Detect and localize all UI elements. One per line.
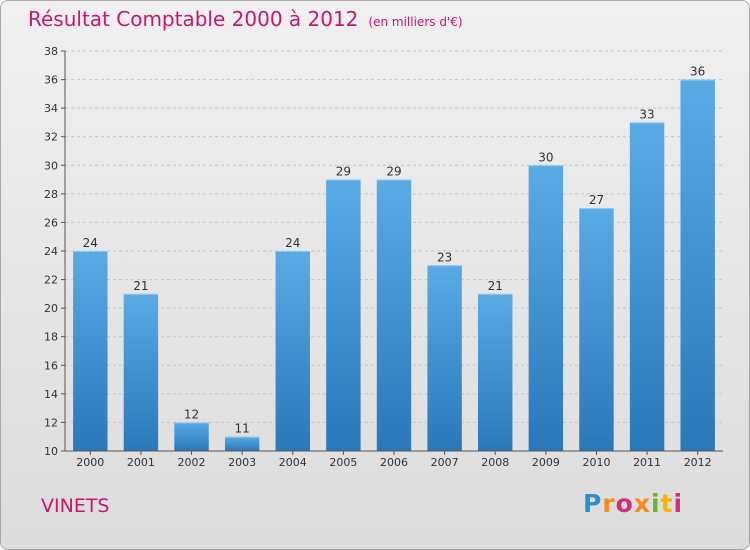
- logo-letter: i: [673, 489, 684, 518]
- bar[interactable]: [478, 293, 513, 451]
- bar[interactable]: [579, 208, 614, 451]
- y-tick-label: 38: [44, 45, 58, 58]
- bar-value-label: 21: [488, 279, 503, 293]
- bar-value-label: 24: [83, 236, 98, 250]
- y-tick-label: 24: [44, 245, 58, 258]
- y-tick-label: 26: [44, 216, 58, 229]
- bar-value-label: 24: [285, 236, 300, 250]
- x-tick-label: 2007: [431, 456, 459, 469]
- x-tick-label: 2002: [178, 456, 206, 469]
- bar-value-label: 33: [639, 107, 654, 121]
- x-tick-label: 2005: [329, 456, 357, 469]
- x-tick-label: 2011: [633, 456, 661, 469]
- y-tick-label: 34: [44, 102, 58, 115]
- logo-letter: o: [615, 489, 634, 518]
- bar-value-label: 27: [589, 193, 604, 207]
- bar[interactable]: [174, 422, 209, 451]
- x-tick-label: 2001: [127, 456, 155, 469]
- logo-letter: x: [633, 489, 651, 518]
- chart-title: Résultat Comptable 2000 à 2012 (en millie…: [28, 7, 463, 31]
- y-tick-label: 18: [44, 331, 58, 344]
- logo-letter: i: [651, 489, 661, 518]
- bar-value-label: 21: [133, 279, 148, 293]
- bar[interactable]: [326, 179, 361, 452]
- x-tick-label: 2009: [532, 456, 560, 469]
- y-tick-label: 36: [44, 74, 58, 87]
- chart-subtitle: (en milliers d'€): [368, 15, 463, 29]
- bar-value-label: 11: [235, 422, 250, 436]
- y-tick-label: 12: [44, 416, 58, 429]
- bar-value-label: 12: [184, 407, 199, 421]
- bar[interactable]: [528, 165, 564, 452]
- bar-value-label: 29: [336, 165, 351, 179]
- y-tick-label: 22: [44, 274, 58, 287]
- x-tick-label: 2010: [582, 456, 610, 469]
- x-tick-label: 2008: [481, 456, 509, 469]
- y-tick-label: 20: [44, 302, 58, 315]
- bar[interactable]: [123, 293, 159, 451]
- y-tick-label: 32: [44, 131, 58, 144]
- y-tick-label: 10: [44, 445, 58, 458]
- x-tick-label: 2006: [380, 456, 408, 469]
- bar[interactable]: [224, 436, 260, 451]
- logo-letter: P: [583, 489, 603, 518]
- bar[interactable]: [680, 79, 715, 452]
- bar-value-label: 23: [437, 250, 452, 264]
- y-tick-label: 14: [44, 388, 58, 401]
- x-tick-label: 2004: [279, 456, 307, 469]
- bar[interactable]: [427, 265, 462, 451]
- bar[interactable]: [376, 179, 412, 452]
- y-tick-label: 30: [44, 159, 58, 172]
- y-tick-label: 16: [44, 359, 58, 372]
- x-tick-label: 2012: [684, 456, 712, 469]
- bar[interactable]: [275, 251, 310, 451]
- chart-title-main: Résultat Comptable 2000 à 2012: [28, 7, 359, 31]
- bar[interactable]: [73, 251, 108, 451]
- town-name: VINETS: [41, 495, 110, 517]
- x-tick-label: 2000: [76, 456, 104, 469]
- x-tick-label: 2003: [228, 456, 256, 469]
- logo-letter: r: [602, 489, 616, 518]
- proxiti-logo[interactable]: Proxiti: [583, 489, 683, 518]
- logo-letter: t: [660, 489, 674, 518]
- bar-value-label: 36: [690, 65, 705, 79]
- y-tick-label: 28: [44, 188, 58, 201]
- bar[interactable]: [629, 122, 665, 451]
- bar-value-label: 30: [538, 150, 553, 164]
- bar-value-label: 29: [386, 165, 401, 179]
